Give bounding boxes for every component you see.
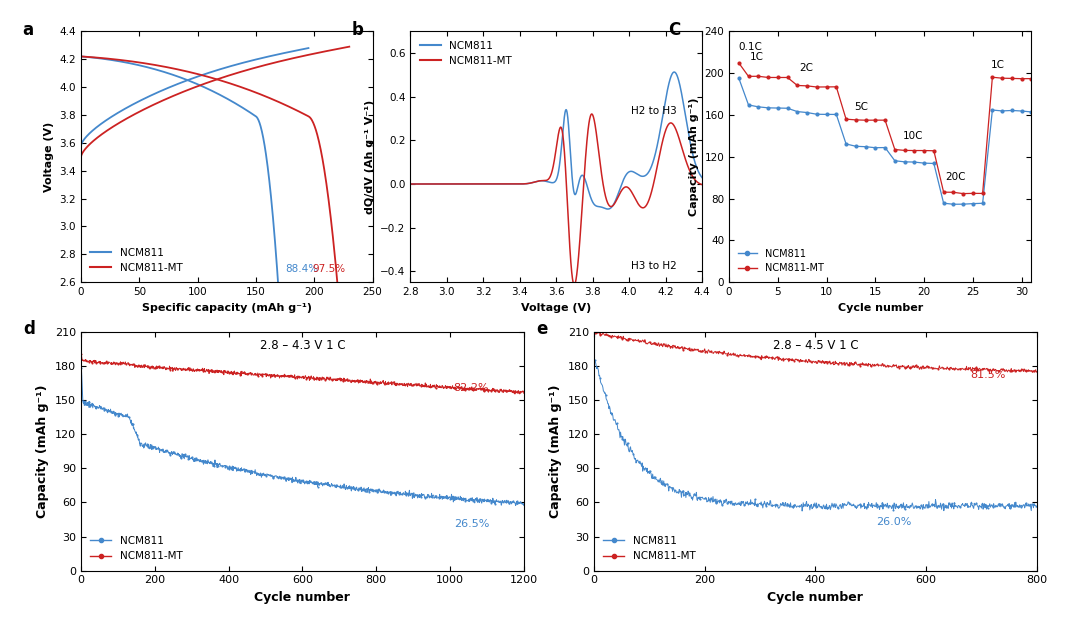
- Text: C: C: [669, 21, 680, 40]
- Y-axis label: Voltage (V): Voltage (V): [44, 122, 54, 192]
- Text: H3 to H2: H3 to H2: [631, 261, 677, 271]
- Legend: NCM811, NCM811-MT: NCM811, NCM811-MT: [86, 532, 187, 566]
- Text: b: b: [352, 21, 364, 40]
- Text: 81.5%: 81.5%: [971, 370, 1005, 380]
- X-axis label: Cycle number: Cycle number: [838, 303, 922, 313]
- Text: 82.2%: 82.2%: [454, 383, 489, 393]
- X-axis label: Voltage (V): Voltage (V): [521, 303, 592, 313]
- X-axis label: Cycle number: Cycle number: [255, 591, 350, 604]
- Text: 2.8 – 4.5 V 1 C: 2.8 – 4.5 V 1 C: [772, 339, 859, 352]
- Legend: NCM811, NCM811-MT: NCM811, NCM811-MT: [416, 36, 516, 70]
- Y-axis label: Capacity (mAh g⁻¹): Capacity (mAh g⁻¹): [689, 98, 699, 216]
- Text: e: e: [537, 320, 548, 339]
- Text: 88.4%: 88.4%: [285, 265, 319, 275]
- X-axis label: Cycle number: Cycle number: [768, 591, 863, 604]
- Text: 1C: 1C: [990, 60, 1004, 70]
- Y-axis label: Capacity (mAh g⁻¹): Capacity (mAh g⁻¹): [37, 385, 50, 518]
- Text: d: d: [24, 320, 36, 339]
- Text: 1C: 1C: [750, 52, 764, 62]
- Legend: NCM811, NCM811-MT: NCM811, NCM811-MT: [599, 532, 700, 566]
- Legend: NCM811, NCM811-MT: NCM811, NCM811-MT: [86, 243, 187, 277]
- Text: 5C: 5C: [854, 102, 868, 112]
- Text: a: a: [23, 21, 33, 40]
- Text: 97.5%: 97.5%: [312, 265, 346, 275]
- Text: 2C: 2C: [799, 63, 813, 73]
- Text: 2.8 – 4.3 V 1 C: 2.8 – 4.3 V 1 C: [259, 339, 346, 352]
- Legend: NCM811, NCM811-MT: NCM811, NCM811-MT: [734, 245, 827, 277]
- Text: H2 to H3: H2 to H3: [631, 106, 677, 116]
- Y-axis label: Capacity (mAh g⁻¹): Capacity (mAh g⁻¹): [550, 385, 563, 518]
- Text: 26.5%: 26.5%: [454, 519, 489, 529]
- X-axis label: Specific capacity (mAh g⁻¹): Specific capacity (mAh g⁻¹): [141, 303, 312, 313]
- Text: 10C: 10C: [903, 130, 923, 140]
- Text: 0.1C: 0.1C: [739, 42, 762, 52]
- Y-axis label: dQ/dV (Ah g⁻¹ V⁻¹): dQ/dV (Ah g⁻¹ V⁻¹): [365, 100, 375, 214]
- Text: 20C: 20C: [946, 172, 966, 182]
- Text: 26.0%: 26.0%: [876, 517, 912, 527]
